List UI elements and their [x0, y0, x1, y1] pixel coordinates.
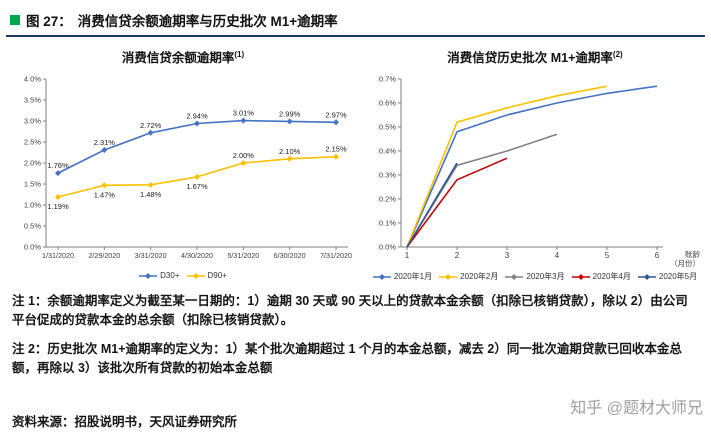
legend-swatch-icon [439, 273, 458, 280]
footnotes: 注 1：余额逾期率定义为截至某一日期的：1）逾期 30 天或 90 天以上的贷款… [0, 282, 711, 379]
svg-text:3.5%: 3.5% [24, 96, 41, 105]
figure-title: 消费信贷余额逾期率与历史批次 M1+逾期率 [77, 14, 338, 29]
svg-text:1.47%: 1.47% [94, 190, 116, 199]
note-1: 注 1：余额逾期率定义为截至某一日期的：1）逾期 30 天或 90 天以上的贷款… [12, 294, 688, 328]
header-divider [6, 35, 705, 37]
vintage-m1-legend: 2020年1月 2020年2月 2020年3月 2020年4月 2020年5月 [372, 271, 698, 282]
legend-label: 2020年2月 [460, 272, 499, 281]
svg-text:3: 3 [505, 251, 510, 260]
legend-item: D30+ [139, 271, 180, 280]
svg-text:1/31/2020: 1/31/2020 [42, 251, 74, 260]
svg-text:3/31/2020: 3/31/2020 [135, 251, 167, 260]
chart-title-right-text: 消费信贷历史批次 M1+逾期率 [447, 51, 613, 65]
chart-title-right: 消费信贷历史批次 M1+逾期率(2) [447, 47, 622, 66]
legend-swatch-icon [372, 273, 391, 280]
watermark: 知乎 @题材大师兄 [570, 400, 703, 417]
svg-text:1.48%: 1.48% [140, 190, 162, 199]
svg-text:0.0%: 0.0% [379, 243, 396, 252]
vintage-m1-plot: 0.0% 0.1% 0.2% 0.3% 0.4% 0.5% 0.6% 0.7% 1 2 3 4 5 6 账龄… [379, 75, 701, 268]
legend-label: 2020年5月 [658, 272, 698, 281]
svg-text:0.1%: 0.1% [379, 219, 396, 228]
figure-number: 图 27： [26, 14, 72, 29]
svg-text:6: 6 [655, 251, 660, 260]
svg-text:2.99%: 2.99% [279, 109, 301, 118]
svg-text:1.76%: 1.76% [47, 161, 69, 170]
svg-text:5: 5 [605, 251, 610, 260]
legend-label: D90+ [207, 271, 227, 280]
svg-text:0.5%: 0.5% [24, 222, 41, 231]
legend-label: 2020年3月 [526, 272, 565, 281]
legend-swatch-icon [571, 273, 590, 280]
svg-text:2.97%: 2.97% [325, 110, 347, 119]
svg-text:1.0%: 1.0% [24, 201, 41, 210]
chart-title-right-superscript: (2) [612, 49, 623, 59]
legend-item: 2020年1月 [372, 271, 433, 282]
legend-label: D30+ [160, 271, 180, 280]
svg-text:1.19%: 1.19% [47, 202, 69, 211]
note-2: 注 2：历史批次 M1+逾期率的定义为：1）某个批次逾期超过 1 个月的本金总额… [12, 341, 682, 376]
svg-text:2.94%: 2.94% [186, 112, 208, 121]
balance-overdue-plot: 0.0% 0.5% 1.0% 1.5% 2.0% 2.5% 3.0% 3.5% 4.0% 1/31… [24, 75, 352, 260]
svg-text:0.4%: 0.4% [379, 147, 396, 156]
svg-text:2.31%: 2.31% [94, 138, 116, 147]
chart-title-left-superscript: (1) [234, 49, 245, 59]
svg-text:账龄: 账龄 [685, 249, 700, 259]
legend-item: 2020年2月 [439, 271, 498, 282]
svg-text:7/31/2020: 7/31/2020 [320, 251, 352, 260]
svg-text:2/29/2020: 2/29/2020 [88, 251, 120, 260]
svg-text:0.5%: 0.5% [379, 123, 396, 132]
svg-text:0.6%: 0.6% [379, 99, 396, 108]
source-line: 资料来源：招股说明书，天风证券研究所 [12, 415, 238, 429]
svg-text:2.72%: 2.72% [140, 121, 162, 130]
svg-text:5/31/2020: 5/31/2020 [227, 251, 259, 260]
svg-text:（月份）: （月份） [670, 258, 700, 268]
figure-bullet-icon [10, 15, 20, 25]
svg-text:1: 1 [405, 251, 410, 260]
svg-text:0.7%: 0.7% [379, 75, 396, 84]
legend-swatch-icon [186, 272, 205, 279]
legend-swatch-icon [637, 273, 656, 280]
svg-text:0.0%: 0.0% [24, 243, 41, 252]
balance-overdue-legend: D30+ D90+ [139, 271, 227, 280]
chart-title-left: 消费信贷余额逾期率(1) [122, 47, 244, 66]
svg-text:2.15%: 2.15% [325, 145, 347, 154]
legend-swatch-icon [505, 273, 524, 280]
svg-text:2.10%: 2.10% [279, 147, 301, 156]
legend-item: 2020年4月 [571, 271, 631, 282]
svg-text:4.0%: 4.0% [24, 75, 41, 84]
svg-text:2.5%: 2.5% [24, 138, 41, 147]
svg-text:2.00%: 2.00% [233, 151, 255, 160]
legend-item: 2020年3月 [505, 271, 565, 282]
svg-text:3.01%: 3.01% [233, 109, 255, 118]
svg-text:4/30/2020: 4/30/2020 [181, 251, 213, 260]
legend-item: 2020年5月 [637, 271, 698, 282]
svg-text:1.5%: 1.5% [24, 180, 41, 189]
svg-text:0.3%: 0.3% [379, 171, 396, 180]
svg-text:4: 4 [555, 251, 560, 260]
charts-row: 消费信贷余额逾期率(1) 0.0% 0.5% 1.0% 1.5% 2.0% 2.5% 3.0… [0, 37, 711, 282]
chart-vintage-m1-rate: 消费信贷历史批次 M1+逾期率(2) 0.0% 0.1% 0.2% 0.3% 0.4% 0… [367, 47, 703, 282]
legend-item: D90+ [186, 271, 227, 280]
figure-header: 图 27： 消费信贷余额逾期率与历史批次 M1+逾期率 [0, 0, 711, 30]
svg-text:3.0%: 3.0% [24, 117, 41, 126]
svg-text:6/30/2020: 6/30/2020 [274, 251, 306, 260]
svg-text:1.67%: 1.67% [186, 182, 208, 191]
svg-text:2: 2 [455, 251, 460, 260]
svg-text:2.0%: 2.0% [24, 159, 41, 168]
legend-label: 2020年4月 [592, 272, 631, 281]
legend-swatch-icon [139, 272, 158, 279]
svg-text:0.2%: 0.2% [379, 195, 396, 204]
chart-balance-overdue-rate: 消费信贷余额逾期率(1) 0.0% 0.5% 1.0% 1.5% 2.0% 2.5% 3.0… [10, 47, 356, 282]
legend-label: 2020年1月 [393, 272, 433, 281]
chart-title-left-text: 消费信贷余额逾期率 [121, 51, 235, 65]
